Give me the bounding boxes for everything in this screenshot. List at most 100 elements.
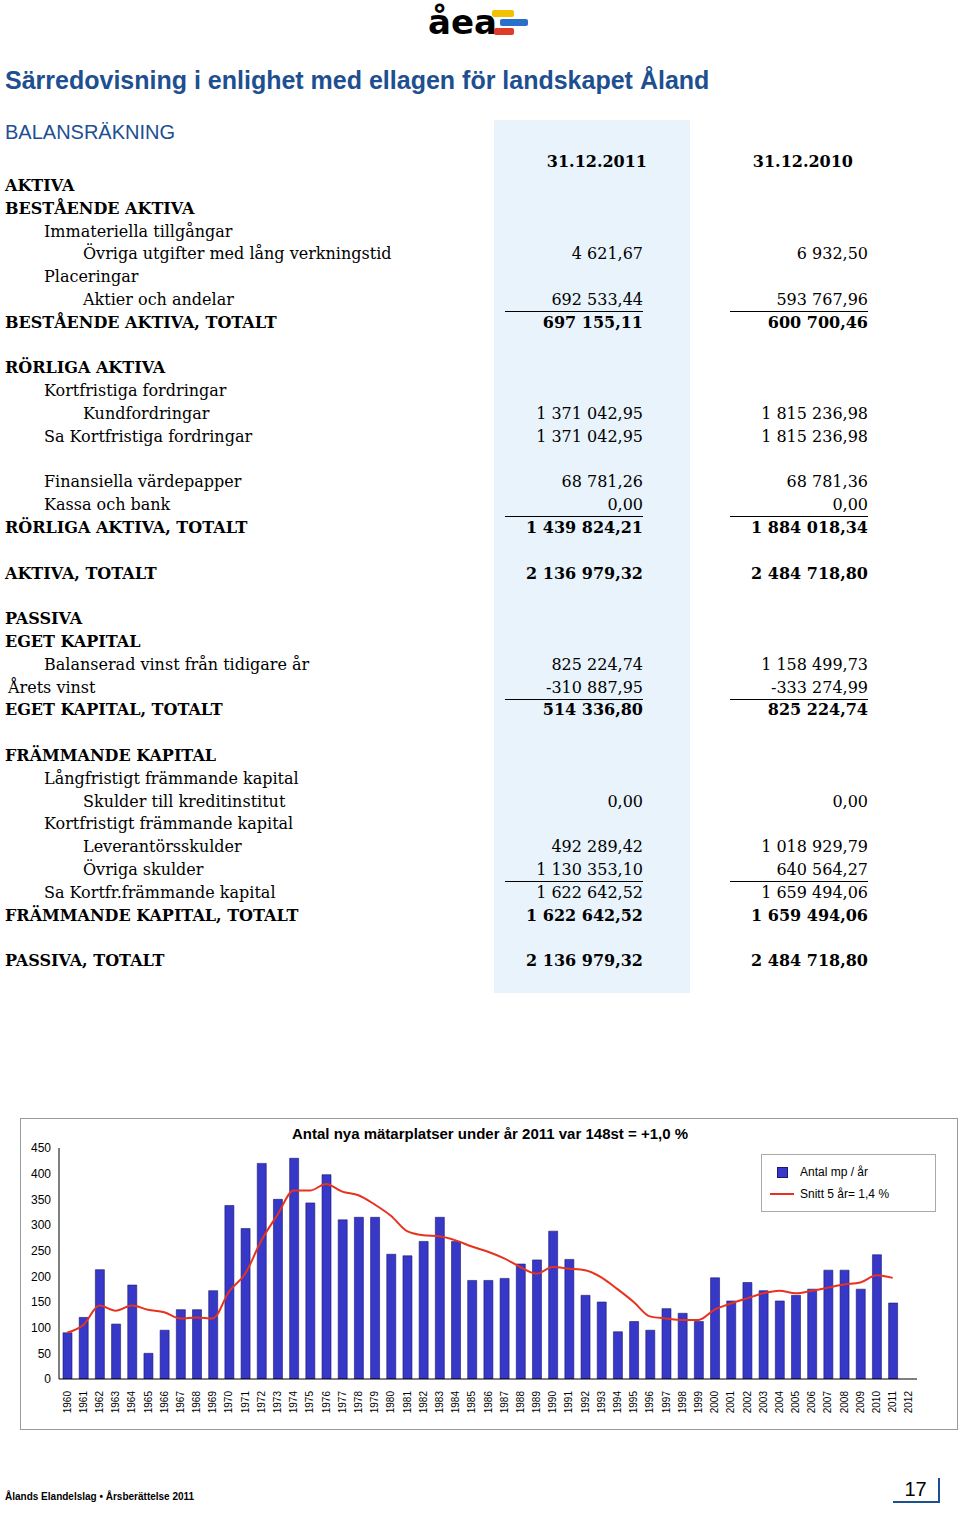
html-text:BESTÅENDE AKTIVA, TOTALT: BESTÅENDE AKTIVA, TOTALT [5, 312, 277, 332]
svg-text:50: 50 [38, 1347, 52, 1361]
html-text:Kassa och bank: Kassa och bank [44, 495, 171, 515]
svg-text:1981: 1981 [402, 1391, 413, 1414]
svg-text:1996: 1996 [644, 1391, 655, 1414]
svg-text:1994: 1994 [612, 1391, 623, 1414]
svg-text:1976: 1976 [321, 1391, 332, 1414]
svg-text:1995: 1995 [628, 1391, 639, 1414]
html-text:Särredovisning i enlighet med: Särredovisning i enlighet med ellagen fö… [5, 66, 710, 94]
svg-text:1965: 1965 [143, 1391, 154, 1414]
html-text:Övriga utgifter med lång verkn: Övriga utgifter med lång verkningstid [83, 244, 392, 264]
html-text:BALANSRÄKNING: BALANSRÄKNING [5, 121, 176, 143]
svg-text:2009: 2009 [855, 1391, 866, 1414]
svg-text:1966: 1966 [159, 1391, 170, 1414]
svg-text:1988: 1988 [515, 1391, 526, 1414]
svg-text:2000: 2000 [709, 1391, 720, 1414]
html-text:1 815 236,98: 1 815 236,98 [761, 426, 868, 446]
svg-text:1987: 1987 [499, 1391, 510, 1414]
svg-text:1964: 1964 [126, 1391, 137, 1414]
html-text:4 621,67: 4 621,67 [571, 244, 643, 264]
html-text:Finansiella värdepapper: Finansiella värdepapper [44, 472, 242, 492]
svg-text:200: 200 [31, 1270, 51, 1284]
svg-text:2011: 2011 [887, 1391, 898, 1413]
svg-text:1991: 1991 [563, 1391, 574, 1414]
html-text:AKTIVA, TOTALT: AKTIVA, TOTALT [5, 563, 157, 583]
svg-text:0: 0 [44, 1372, 51, 1386]
svg-text:1972: 1972 [256, 1391, 267, 1414]
svg-text:1983: 1983 [434, 1391, 445, 1414]
html-text:Sa Kortfristiga fordringar: Sa Kortfristiga fordringar [44, 426, 253, 446]
html-text:697 155,11: 697 155,11 [542, 312, 643, 332]
svg-text:1990: 1990 [547, 1391, 558, 1414]
html-text:Immateriella tillgångar: Immateriella tillgångar [44, 221, 233, 241]
html-text:Kortfristiga fordringar: Kortfristiga fordringar [44, 381, 227, 401]
svg-text:1973: 1973 [272, 1391, 283, 1414]
svg-text:2012: 2012 [903, 1391, 914, 1414]
svg-text:150: 150 [31, 1295, 51, 1309]
svg-text:1963: 1963 [110, 1391, 121, 1414]
html-text:0,00: 0,00 [832, 495, 868, 515]
svg-text:1975: 1975 [304, 1391, 315, 1414]
html-text:åea: åea [428, 2, 497, 42]
html-text:1 158 499,73: 1 158 499,73 [761, 654, 868, 674]
svg-text:1962: 1962 [94, 1391, 105, 1414]
svg-text:450: 450 [31, 1141, 51, 1155]
svg-text:1993: 1993 [596, 1391, 607, 1414]
svg-text:2001: 2001 [725, 1391, 736, 1414]
svg-text:1961: 1961 [78, 1391, 89, 1414]
html-text:-333 274,99: -333 274,99 [771, 677, 868, 697]
svg-text:1977: 1977 [337, 1391, 348, 1414]
html-text:600 700,46: 600 700,46 [767, 312, 868, 332]
svg-text:1984: 1984 [450, 1391, 461, 1414]
svg-text:2005: 2005 [790, 1391, 801, 1414]
svg-text:2002: 2002 [742, 1391, 753, 1414]
svg-text:1992: 1992 [580, 1391, 591, 1414]
html-text:Årets vinst: Årets vinst [8, 677, 96, 697]
svg-text:2007: 2007 [822, 1391, 833, 1414]
html-text:EGET KAPITAL, TOTALT: EGET KAPITAL, TOTALT [5, 700, 223, 720]
html-text:6 932,50: 6 932,50 [796, 244, 868, 264]
html-text:17: 17 [904, 1478, 927, 1500]
svg-text:1968: 1968 [191, 1391, 202, 1414]
svg-text:2010: 2010 [871, 1391, 882, 1414]
svg-text:1971: 1971 [240, 1391, 251, 1414]
svg-text:1978: 1978 [353, 1391, 364, 1414]
svg-text:1997: 1997 [661, 1391, 672, 1414]
html-text:825 224,74: 825 224,74 [767, 700, 868, 720]
svg-text:1998: 1998 [677, 1391, 688, 1414]
html-text:RÖRLIGA AKTIVA: RÖRLIGA AKTIVA [5, 358, 166, 378]
svg-text:250: 250 [31, 1244, 51, 1258]
html-text:825 224,74: 825 224,74 [551, 654, 643, 674]
html-text:Balanserad vinst från tidigare: Balanserad vinst från tidigare år [44, 654, 310, 674]
html-text:PASSIVA: PASSIVA [5, 609, 83, 629]
svg-text:1967: 1967 [175, 1391, 186, 1414]
svg-text:2006: 2006 [806, 1391, 817, 1414]
svg-text:350: 350 [31, 1193, 51, 1207]
svg-text:1989: 1989 [531, 1391, 542, 1414]
html-text:514 336,80: 514 336,80 [542, 700, 643, 720]
svg-text:1974: 1974 [288, 1391, 299, 1414]
svg-text:100: 100 [31, 1321, 51, 1335]
html-text:2 136 979,32: 2 136 979,32 [526, 563, 643, 583]
svg-text:1986: 1986 [483, 1391, 494, 1414]
svg-text:2004: 2004 [774, 1391, 785, 1414]
html-text:Placeringar: Placeringar [44, 267, 139, 287]
svg-text:1969: 1969 [207, 1391, 218, 1414]
svg-text:1960: 1960 [62, 1391, 73, 1414]
svg-text:1985: 1985 [466, 1391, 477, 1414]
html-text:-310 887,95: -310 887,95 [546, 677, 643, 697]
html-text:1 371 042,95: 1 371 042,95 [536, 426, 643, 446]
html-text:0,00: 0,00 [607, 495, 643, 515]
svg-text:1999: 1999 [693, 1391, 704, 1414]
html-text:BESTÅENDE AKTIVA: BESTÅENDE AKTIVA [5, 198, 195, 218]
svg-text:400: 400 [31, 1167, 51, 1181]
svg-text:1980: 1980 [385, 1391, 396, 1414]
svg-text:300: 300 [31, 1218, 51, 1232]
html-text:2 484 718,80: 2 484 718,80 [751, 563, 868, 583]
svg-text:1970: 1970 [223, 1391, 234, 1414]
svg-text:1982: 1982 [418, 1391, 429, 1414]
svg-text:2003: 2003 [758, 1391, 769, 1414]
html-text:68 781,26: 68 781,26 [561, 472, 643, 492]
svg-text:1979: 1979 [369, 1391, 380, 1414]
html-text:68 781,36: 68 781,36 [786, 472, 868, 492]
svg-text:2008: 2008 [839, 1391, 850, 1414]
